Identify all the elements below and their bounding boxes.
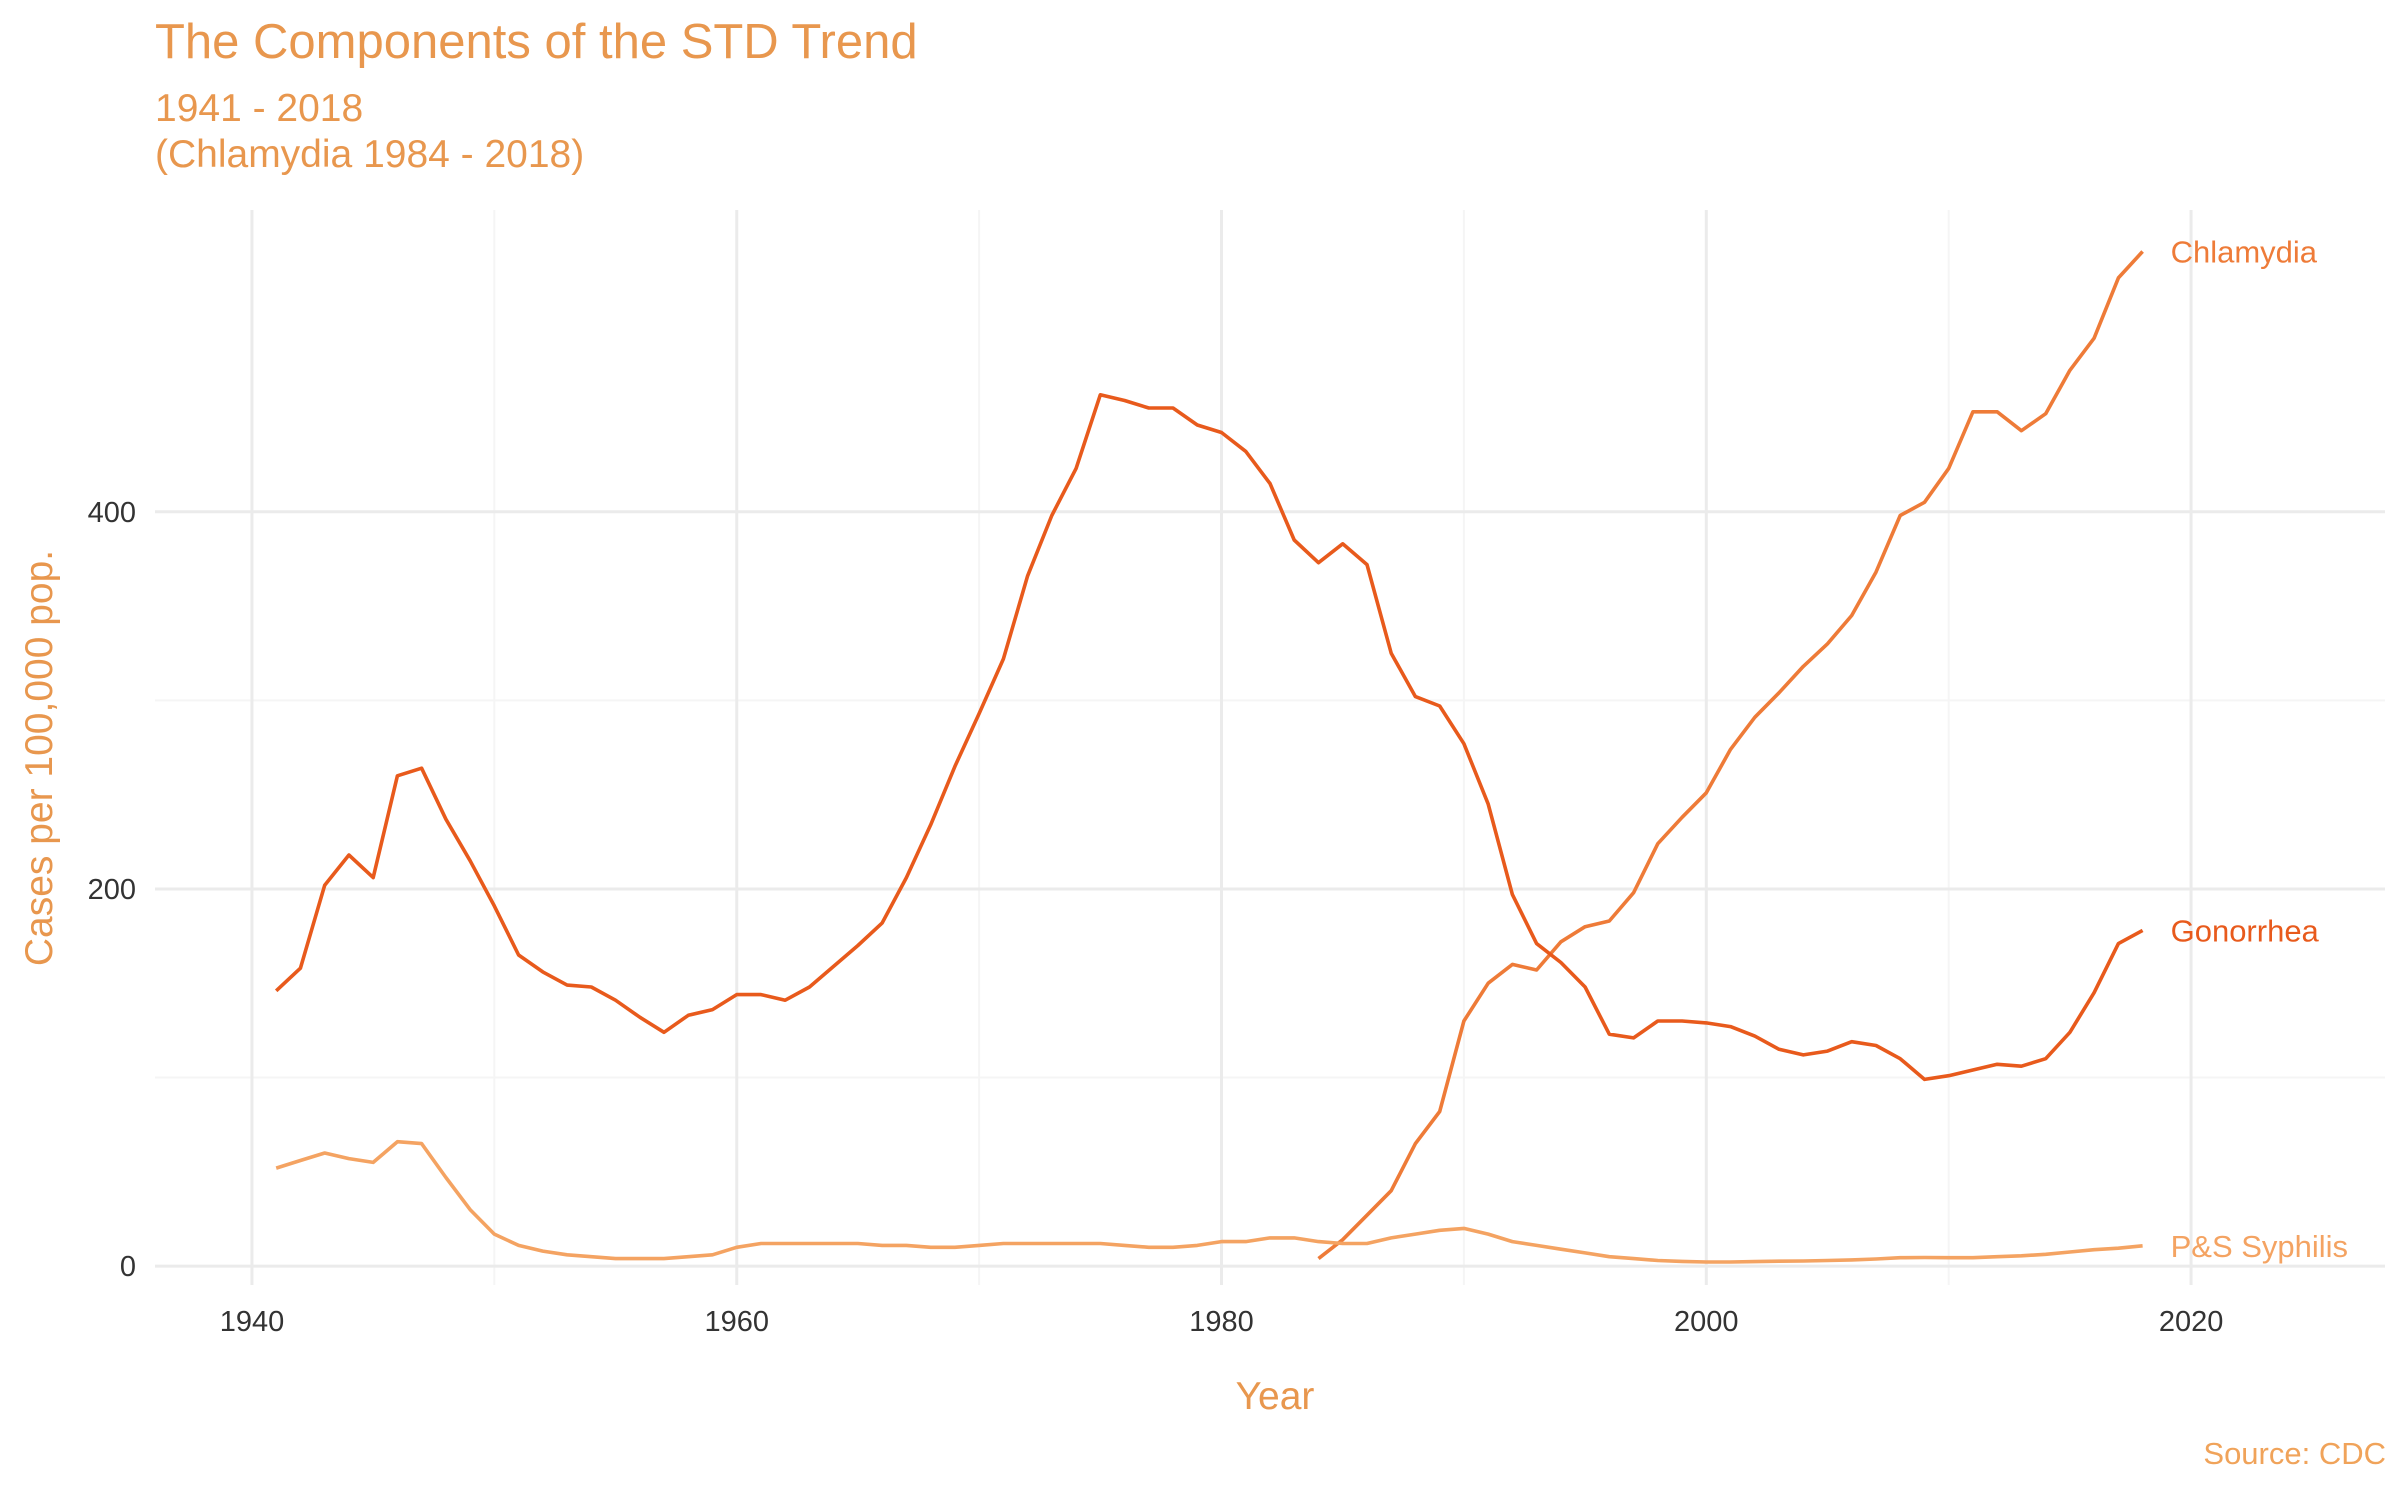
series-lines [274,250,2144,1264]
gonorrhea-label: Gonorrhea [2171,913,2320,948]
x-tick-label: 1960 [704,1306,769,1338]
y-tick-label: 400 [88,497,136,529]
x-tick-label: 2000 [1674,1306,1739,1338]
source-caption: Source: CDC [2203,1436,2386,1471]
chlamydia-line [1317,250,2144,1261]
chart-subtitle: 1941 - 2018 (Chlamydia 1984 - 2018) [155,87,585,176]
series-end-labels: Chlamydia Gonorrhea P&S Syphilis [2171,234,2348,1263]
chart-title: The Components of the STD Trend [155,15,918,69]
grid-lines [155,210,2385,1285]
x-tick-label: 1940 [220,1306,285,1338]
chlamydia-label: Chlamydia [2171,234,2318,269]
y-axis-label: Cases per 100,000 pop. [18,549,61,967]
p-s-syphilis-line [275,1139,2143,1264]
y-tick-label: 200 [88,874,136,906]
axis-ticks: 1940 1960 1980 2000 2020 0 200 400 [88,497,2224,1338]
x-tick-label: 2020 [2159,1306,2224,1338]
p-s-syphilis-label: P&S Syphilis [2171,1229,2348,1264]
y-tick-label: 0 [120,1251,136,1283]
gonorrhea-line [274,393,2144,1082]
x-tick-label: 1980 [1189,1306,1254,1338]
x-axis-label: Year [1235,1375,1315,1418]
